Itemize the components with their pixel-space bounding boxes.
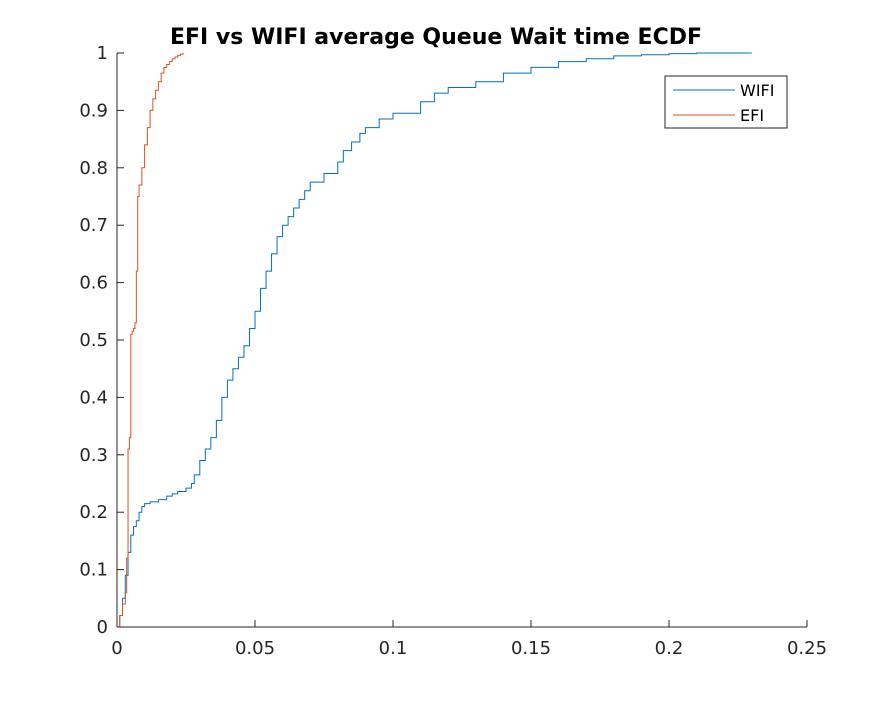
y-tick-label: 0.7: [79, 215, 108, 236]
x-tick-label: 0.1: [379, 638, 408, 659]
y-tick-label: 0.5: [79, 330, 108, 351]
legend-box: [664, 75, 788, 129]
legend-label-efi: EFI: [740, 106, 764, 125]
y-tick-label: 0.1: [79, 560, 108, 581]
chart-title: EFI vs WIFI average Queue Wait time ECDF: [170, 25, 702, 50]
x-tick-label: 0.25: [787, 638, 827, 659]
axes-layer: 0 0.05 0.1 0.15 0.2 0.25 0 0.1 0.2 0.3 0.4 0.5 0.6 0.…: [79, 43, 827, 659]
x-tick-label: 0.15: [511, 638, 551, 659]
legend: WIFI EFI: [664, 75, 788, 129]
y-tick-label: 0.6: [79, 273, 108, 294]
series-line-wifi: [117, 52, 752, 628]
series-line-efi: [117, 53, 184, 628]
x-tick-label: 0.2: [655, 638, 684, 659]
y-tick-label: 1: [97, 43, 108, 64]
y-tick-label: 0.9: [79, 100, 108, 121]
series-layer: [117, 52, 752, 628]
y-tick-label: 0: [97, 617, 108, 638]
legend-label-wifi: WIFI: [740, 81, 774, 100]
y-tick-label: 0.2: [79, 502, 108, 523]
y-tick-label: 0.3: [79, 445, 108, 466]
x-tick-label: 0.05: [235, 638, 275, 659]
y-tick-label: 0.8: [79, 158, 108, 179]
x-tick-label: 0: [111, 638, 122, 659]
y-tick-label: 0.4: [79, 387, 108, 408]
